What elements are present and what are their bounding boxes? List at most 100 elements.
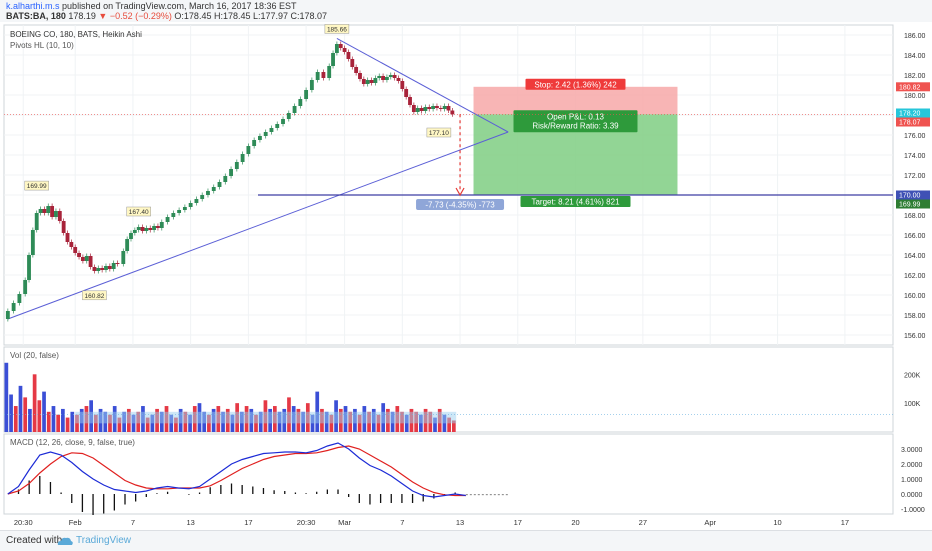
projection: -7.73 (-4.35%) -773 xyxy=(416,114,505,210)
time-tick-label: 7 xyxy=(131,518,135,527)
risk-reward-label: Risk/Reward Ratio: 3.39 xyxy=(532,121,619,130)
candle-body xyxy=(61,221,66,233)
macd-plot xyxy=(7,442,509,515)
time-tick-label: Feb xyxy=(69,518,82,527)
stop-label-box xyxy=(525,78,626,90)
candle-body xyxy=(92,267,97,271)
volume-tick-label: 100K xyxy=(904,401,921,408)
candle-body xyxy=(381,76,385,80)
candle-body xyxy=(358,73,362,79)
candle-body xyxy=(165,217,170,222)
candle-body xyxy=(446,106,451,111)
macd-pane[interactable]: MACD (12, 26, close, 9, false, true) 3.0… xyxy=(3,433,925,515)
chart-canvas[interactable]: BOEING CO, 180, BATS, Heikin Ashi Pivots… xyxy=(0,22,932,530)
macd-tick-label: 3.0000 xyxy=(901,447,923,454)
price-tick-label: 156.00 xyxy=(904,333,926,340)
candle-body xyxy=(408,97,412,105)
time-tick-label: 17 xyxy=(514,518,522,527)
volume-bar xyxy=(131,414,136,432)
price-tag-box xyxy=(896,117,930,127)
position-tool[interactable]: Stop: 2.42 (1.36%) 242 Open P&L: 0.13Risk… xyxy=(473,78,678,207)
projection-label-box xyxy=(416,199,505,210)
candle-body xyxy=(304,90,309,99)
candle-body xyxy=(286,113,291,119)
price-pane[interactable]: BOEING CO, 180, BATS, Heikin Ashi Pivots… xyxy=(3,24,930,346)
candle-body xyxy=(54,211,58,217)
time-tick-label: 20:30 xyxy=(297,518,316,527)
candle-body xyxy=(148,228,153,230)
time-tick-label: 20:30 xyxy=(14,518,33,527)
candle-body xyxy=(327,66,332,78)
candle-body xyxy=(77,253,81,257)
candle-body xyxy=(194,199,199,203)
candle-body xyxy=(115,263,120,264)
volume-pane[interactable]: Vol (20, false) 200K 100K xyxy=(3,346,921,433)
candle-body xyxy=(258,136,262,140)
candle-body xyxy=(411,105,416,112)
candle-body xyxy=(354,67,359,73)
candle-body xyxy=(331,53,335,66)
projection-arrow-icon xyxy=(455,187,465,197)
volume-bar xyxy=(188,414,192,432)
candle-body xyxy=(427,107,432,109)
volume-bar xyxy=(145,417,150,432)
candle-body xyxy=(23,280,28,294)
volume-bar xyxy=(230,414,235,432)
pivots-indicator-label: Pivots HL (10, 10) xyxy=(10,41,74,50)
volume-bar xyxy=(51,406,56,432)
author-link[interactable]: k.alharthi.m.s xyxy=(6,1,60,11)
drawing-lines[interactable] xyxy=(4,37,893,320)
candle-body xyxy=(361,79,366,84)
volume-bar xyxy=(4,362,9,432)
pivot-label-box xyxy=(324,24,350,34)
stop-label-group: Stop: 2.42 (1.36%) 242 xyxy=(525,78,626,90)
candle-body xyxy=(188,203,193,207)
candle-body xyxy=(315,72,320,80)
pnl-box xyxy=(513,110,638,133)
target-label-group: Target: 8.21 (4.61%) 821 xyxy=(520,196,631,207)
target-label-box xyxy=(520,196,631,207)
candle-body xyxy=(281,119,285,124)
candle-body xyxy=(73,247,78,253)
chart-header: k.alharthi.m.s published on TradingView.… xyxy=(0,0,932,22)
price-tag-box xyxy=(896,199,930,209)
candle-body xyxy=(5,311,10,319)
candle-body xyxy=(346,52,351,59)
macd-indicator-label: MACD (12, 26, close, 9, false, true) xyxy=(10,438,135,447)
volume-tick-label: 200K xyxy=(904,372,921,379)
candle-body xyxy=(246,146,251,154)
volume-bar xyxy=(108,414,112,432)
pivot-label-box xyxy=(426,127,452,138)
candle-body xyxy=(338,44,343,48)
tradingview-brand[interactable]: TradingView xyxy=(76,535,132,546)
price-tag: 178.07 xyxy=(899,120,921,127)
last-price: 178.19 xyxy=(68,11,96,21)
time-axis[interactable]: 20:30 Feb 7 13 17 20:30 Mar 7 13 17 20 27 Apr 10 17 xyxy=(4,515,893,529)
candle-body xyxy=(423,107,428,111)
volume-bars xyxy=(4,362,893,432)
macd-tick-label: 2.0000 xyxy=(901,462,923,469)
time-tick-label: 17 xyxy=(244,518,252,527)
volume-bar xyxy=(70,411,75,432)
price-axis[interactable]: 156.00 158.00 160.00 162.00 164.00 166.00 168.… xyxy=(904,33,926,340)
candle-body xyxy=(369,80,374,83)
candle-body xyxy=(350,59,355,67)
volume-bar xyxy=(93,414,98,432)
pnl-label: Open P&L: 0.13 xyxy=(547,112,604,121)
candle-body xyxy=(442,106,447,109)
macd-pane-frame xyxy=(3,433,894,515)
candle-body xyxy=(27,255,31,280)
time-tick-label: 17 xyxy=(841,518,849,527)
price-tick-label: 166.00 xyxy=(904,233,926,240)
candle-body xyxy=(125,239,130,251)
candle-body xyxy=(450,110,455,115)
volume-bar xyxy=(376,414,381,432)
macd-signal-line xyxy=(7,445,466,497)
time-tick-label: 13 xyxy=(456,518,464,527)
stop-label: Stop: 2.42 (1.36%) 242 xyxy=(534,80,617,89)
candle-body xyxy=(438,108,443,109)
candle-body xyxy=(321,72,326,78)
candle-body xyxy=(129,233,133,239)
candle-body xyxy=(104,266,108,270)
macd-tick-label: -1.0000 xyxy=(901,507,925,514)
